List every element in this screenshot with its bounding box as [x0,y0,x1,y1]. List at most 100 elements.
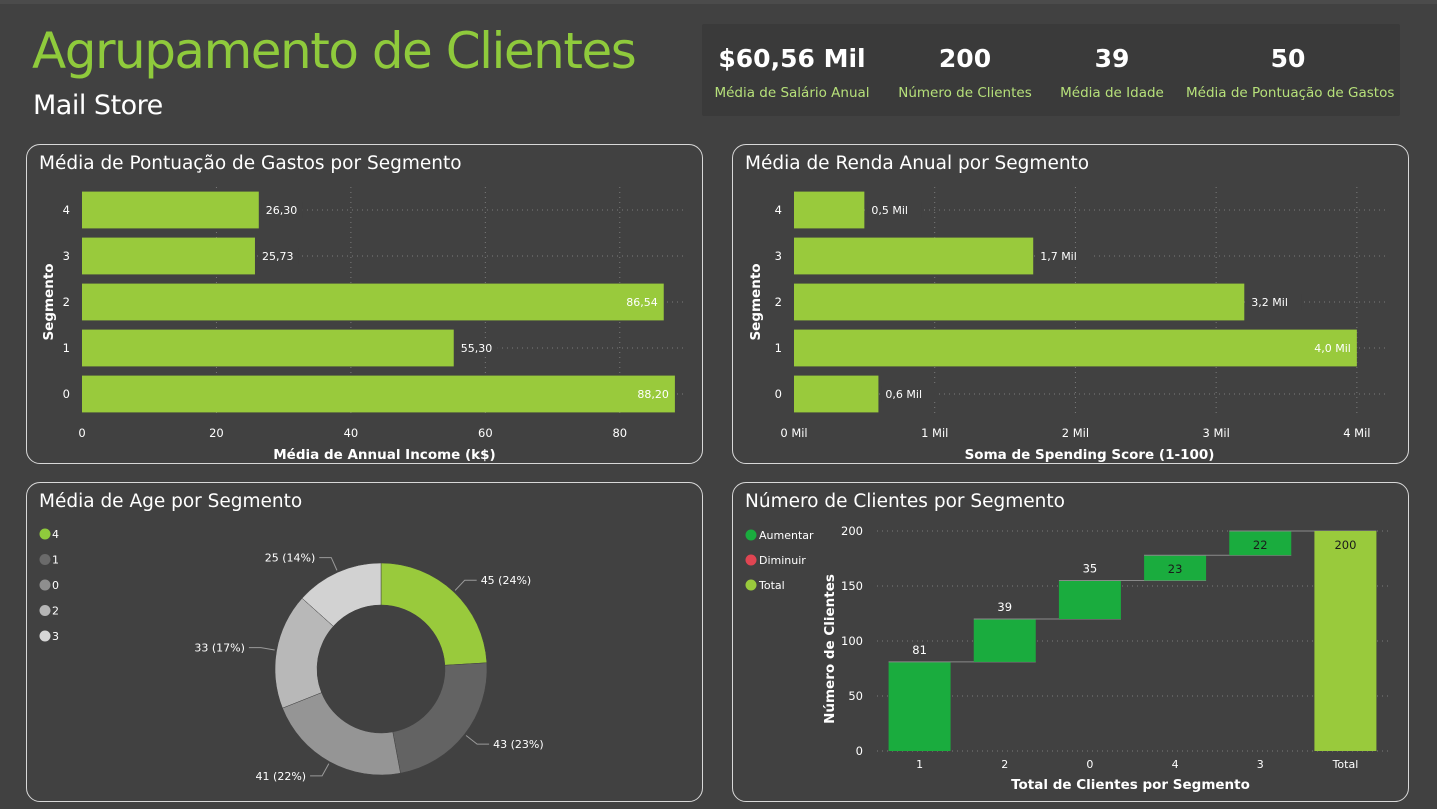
y-tick-label: 3 [775,249,782,263]
data-label: 3,2 Mil [1251,296,1288,309]
leader-line [319,558,337,571]
waterfall-bar[interactable] [889,662,951,751]
kpi-value: $60,56 Mil [712,44,872,73]
legend-marker [40,631,51,642]
legend-marker [40,529,51,540]
kpi-card-group: $60,56 Mil Média de Salário Anual 200 Nú… [702,24,1400,116]
legend-marker [746,580,757,591]
y-tick-label: 0 [856,744,863,758]
data-label: 39 [997,600,1012,614]
data-label: 200 [1334,538,1356,552]
y-tick-label: 50 [848,689,863,703]
bar[interactable] [794,330,1357,367]
data-label: 23 [1168,562,1183,576]
bar[interactable] [82,284,664,321]
donut-slice[interactable] [393,663,487,773]
data-label: 1,7 Mil [1040,250,1077,263]
slice-label: 33 (17%) [194,642,245,655]
x-tick-label: 0 [1086,758,1093,771]
x-tick-label: Total [1332,758,1359,771]
y-tick-label: 150 [841,579,863,593]
x-axis-title: Média de Annual Income (k$) [273,447,495,463]
page-subtitle: Mail Store [33,90,163,121]
bar[interactable] [82,376,675,413]
slice-label: 43 (23%) [493,738,544,751]
y-tick-label: 200 [841,524,863,538]
legend-label[interactable]: Aumentar [759,529,814,542]
spending-bar-chart: 0 20 40 60 804 26,303 25,732 86,541 55,300 88,20M… [27,145,703,464]
y-axis-title: Número de Clientes [822,574,838,724]
data-label: 22 [1253,538,1268,552]
data-label: 4,0 Mil [1314,342,1351,355]
leader-line [466,736,489,745]
data-label: 26,30 [266,204,298,217]
data-label: 0,6 Mil [885,388,922,401]
legend-marker [40,580,51,591]
kpi-label: Média de Salário Anual [712,85,872,101]
x-axis-title: Total de Clientes por Segmento [1011,777,1250,793]
x-tick-label: 40 [344,426,359,440]
bar[interactable] [794,238,1033,275]
spending-by-segment-panel[interactable]: Média de Pontuação de Gastos por Segment… [26,144,703,464]
kpi-value: 200 [890,44,1040,73]
data-label: 0,5 Mil [871,204,908,217]
x-tick-label: 1 [916,758,923,771]
donut-slice[interactable] [282,693,400,775]
legend-label[interactable]: 2 [52,605,59,618]
income-by-segment-panel[interactable]: Média de Renda Anual por Segmento 0 Mil 1… [732,144,1409,464]
legend-label[interactable]: Total [758,579,785,592]
legend-label[interactable]: 3 [52,630,59,643]
bar[interactable] [794,192,864,229]
x-tick-label: 4 [1172,758,1179,771]
x-tick-label: 80 [612,426,627,440]
y-tick-label: 1 [63,341,70,355]
kpi-value: 39 [1057,44,1167,73]
bar[interactable] [82,238,255,275]
x-tick-label: 1 Mil [921,426,948,440]
bar[interactable] [82,192,259,229]
waterfall-bar[interactable] [1059,581,1121,620]
data-label: 35 [1083,562,1098,576]
legend-label[interactable]: Diminuir [759,554,806,567]
slice-label: 45 (24%) [481,574,532,587]
page-title: Agrupamento de Clientes [32,22,635,80]
bar[interactable] [82,330,454,367]
y-tick-label: 100 [841,634,863,648]
clients-by-segment-panel[interactable]: Número de Clientes por Segmento 0 50 100 15… [732,482,1409,802]
kpi-label: Número de Clientes [890,85,1040,101]
age-donut-chart: 45 (24%)43 (23%)41 (22%)33 (17%)25 (14%)… [27,483,703,802]
y-tick-label: 0 [63,387,70,401]
y-tick-label: 1 [775,341,782,355]
clients-waterfall-chart: 0 50 100 150 200 81 1 39 2 35 0 23 4 22 3 200 Total Total… [733,483,1409,802]
top-bar [0,0,1437,4]
kpi-value: 50 [1186,44,1390,73]
data-label: 25,73 [262,250,294,263]
x-tick-label: 2 [1001,758,1008,771]
age-by-segment-panel[interactable]: Média de Age por Segmento 45 (24%) 43 (23… [26,482,703,802]
income-bar-chart: 0 Mil 1 Mil 2 Mil 3 Mil 4 Mil4 0,5 Mil3 1,7 Mi… [733,145,1409,464]
bar[interactable] [794,376,878,413]
legend-label[interactable]: 0 [52,579,59,592]
donut-slice[interactable] [381,563,487,665]
y-tick-label: 0 [775,387,782,401]
bar[interactable] [794,284,1244,321]
x-tick-label: 3 [1257,758,1264,771]
x-tick-label: 4 Mil [1343,426,1370,440]
y-axis-title: Segmento [748,263,764,340]
kpi-label: Média de Idade [1057,85,1167,101]
y-tick-label: 4 [775,203,782,217]
x-tick-label: 2 Mil [1062,426,1089,440]
x-tick-label: 3 Mil [1202,426,1229,440]
waterfall-bar[interactable] [1314,531,1376,751]
data-label: 86,54 [626,296,658,309]
data-label: 88,20 [637,388,669,401]
leader-line [310,764,329,776]
legend-label[interactable]: 1 [52,554,59,567]
legend-label[interactable]: 4 [52,528,59,541]
y-tick-label: 2 [775,295,782,309]
waterfall-bar[interactable] [974,619,1036,662]
x-axis-title: Soma de Spending Score (1-100) [965,447,1215,463]
y-tick-label: 2 [63,295,70,309]
y-tick-label: 4 [63,203,70,217]
leader-line [249,648,275,650]
